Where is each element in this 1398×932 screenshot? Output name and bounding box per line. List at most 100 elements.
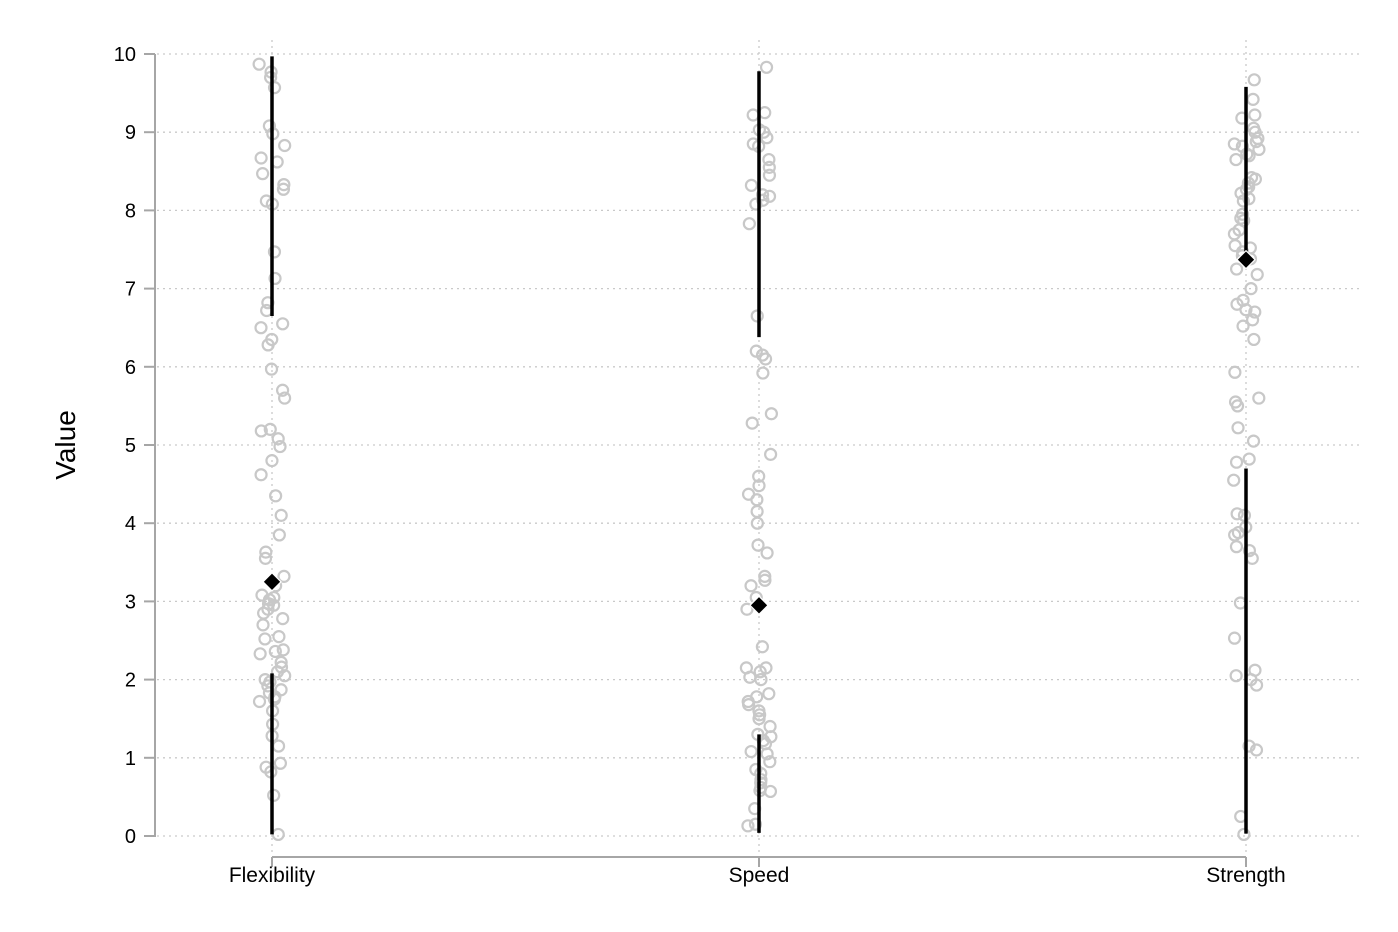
mean-marker <box>262 572 282 592</box>
data-point <box>1252 391 1266 405</box>
data-point <box>256 618 270 632</box>
data-point <box>750 504 764 519</box>
data-point <box>1246 92 1260 106</box>
data-point <box>276 317 290 331</box>
data-point <box>277 177 291 192</box>
data-point <box>1235 207 1250 221</box>
data-point <box>755 188 770 202</box>
data-point <box>754 773 768 787</box>
data-point <box>749 344 763 358</box>
data-point <box>741 487 756 501</box>
y-tick-label: 0 <box>125 826 136 848</box>
y-tick-label: 10 <box>114 44 136 66</box>
data-point <box>764 407 778 421</box>
range-lines <box>270 56 1248 835</box>
data-point <box>1237 213 1251 228</box>
mean-marker <box>1236 249 1256 270</box>
data-point <box>1228 238 1242 253</box>
mean-markers <box>262 249 1256 616</box>
data-point <box>276 383 290 397</box>
data-point <box>265 454 279 468</box>
data-point <box>754 780 768 795</box>
data-point <box>1250 267 1264 282</box>
data-point <box>269 489 283 503</box>
data-point <box>1236 293 1250 307</box>
data-point <box>264 362 279 376</box>
data-point <box>1248 108 1262 122</box>
data-point <box>1248 305 1262 319</box>
y-axis-label: Value <box>50 410 81 480</box>
data-point <box>744 744 758 759</box>
data-point <box>760 546 774 560</box>
data-point <box>1228 365 1242 379</box>
data-point <box>1227 137 1241 151</box>
y-tick-label: 7 <box>125 279 136 301</box>
data-point <box>759 60 774 74</box>
data-point <box>1227 631 1242 645</box>
x-tick-label: Speed <box>729 864 790 887</box>
y-tick-label: 1 <box>125 748 136 770</box>
data-point <box>1242 739 1256 753</box>
data-point <box>263 422 277 436</box>
data-point <box>1236 319 1250 333</box>
data-point <box>274 660 289 674</box>
y-tick-label: 9 <box>125 122 136 144</box>
data-point <box>1227 473 1241 487</box>
data-point <box>1228 395 1243 409</box>
data-point <box>254 424 268 438</box>
data-point <box>741 819 755 833</box>
data-point <box>262 119 276 133</box>
data-point <box>742 217 756 231</box>
data-point <box>1244 282 1258 296</box>
data-point <box>252 694 267 709</box>
data-point <box>1229 669 1243 683</box>
data-point <box>1231 421 1245 435</box>
data-point <box>254 468 268 482</box>
data-point <box>1235 139 1249 153</box>
data-point <box>271 432 285 446</box>
data-point <box>277 569 291 583</box>
data-point <box>745 416 759 430</box>
data-point <box>748 817 763 831</box>
data-point <box>756 366 770 380</box>
data-point <box>276 612 290 626</box>
data-point <box>762 160 776 174</box>
data-point <box>271 739 286 753</box>
data-point <box>276 643 290 657</box>
data-point <box>274 655 288 669</box>
data-point <box>1229 540 1244 554</box>
data-point <box>268 271 282 286</box>
data-point <box>258 551 273 565</box>
data-point <box>272 528 286 542</box>
y-tick-label: 4 <box>125 513 136 535</box>
data-point <box>252 57 266 71</box>
data-point <box>273 756 288 770</box>
data-point <box>278 391 292 405</box>
data-point <box>755 640 769 654</box>
data-point <box>758 569 772 583</box>
data-point <box>740 602 754 616</box>
data-point <box>274 508 288 522</box>
data-point <box>1245 313 1260 327</box>
data-point <box>750 309 764 323</box>
data-point <box>752 469 766 483</box>
x-tick-label: Flexibility <box>229 864 316 887</box>
data-point <box>1246 434 1261 448</box>
data-point <box>253 647 267 661</box>
data-point <box>267 245 282 259</box>
data-point <box>1242 452 1256 466</box>
data-point <box>1242 543 1257 558</box>
data-point <box>763 755 777 769</box>
data-point <box>268 644 282 659</box>
data-point <box>1247 121 1261 135</box>
data-point <box>1247 332 1261 347</box>
data-point <box>258 632 272 646</box>
mean-marker <box>749 595 769 616</box>
data-point <box>758 573 772 587</box>
data-point <box>255 588 269 602</box>
data-point <box>750 690 764 704</box>
x-tick-label: Strength <box>1206 864 1285 887</box>
data-point <box>762 168 777 182</box>
data-point <box>752 704 766 718</box>
